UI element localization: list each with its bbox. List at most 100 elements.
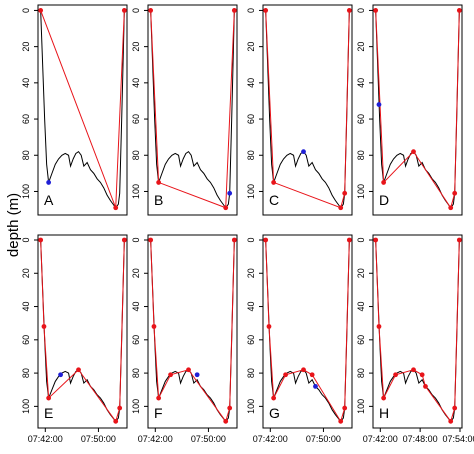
depth-line <box>375 10 460 209</box>
depth-point <box>227 405 233 411</box>
x-tick-label: 07:42:00 <box>138 434 173 444</box>
depth-point <box>423 384 428 389</box>
y-tick-label: 0 <box>21 8 31 13</box>
panel-frame <box>262 234 353 429</box>
depth-point <box>376 102 382 107</box>
y-tick-label: 80 <box>356 368 366 378</box>
depth-point <box>271 180 277 185</box>
depth-point <box>38 8 44 13</box>
y-tick-label: 80 <box>131 150 141 160</box>
panel-frame <box>262 4 353 216</box>
y-tick-label: 0 <box>356 8 366 13</box>
x-tick-label: 07:50:00 <box>81 434 116 444</box>
panel-label: C <box>269 192 279 208</box>
y-tick-label: 100 <box>356 184 366 199</box>
depth-point <box>156 395 162 401</box>
y-tick-label: 100 <box>356 399 366 414</box>
y-tick-label: 20 <box>21 42 31 52</box>
depth-line <box>40 10 125 208</box>
y-tick-label: 100 <box>246 399 256 414</box>
depth-line <box>265 10 350 209</box>
x-tick-label: 07:42:00 <box>253 434 288 444</box>
y-tick-label: 60 <box>356 335 366 345</box>
depth-line <box>265 239 350 423</box>
y-tick-label: 100 <box>21 184 31 199</box>
y-tick-label: 60 <box>246 335 256 345</box>
depth-line <box>150 10 235 209</box>
panel-frame <box>372 234 463 429</box>
y-tick-label: 60 <box>131 335 141 345</box>
panel-label: B <box>154 192 163 208</box>
depth-point <box>263 237 269 243</box>
y-tick-label: 20 <box>21 268 31 278</box>
y-tick-label: 60 <box>21 114 31 124</box>
depth-point <box>346 237 352 243</box>
y-tick-label: 20 <box>356 42 366 52</box>
y-tick-label: 40 <box>246 78 256 88</box>
y-tick-label: 40 <box>21 78 31 88</box>
y-tick-label: 40 <box>356 302 366 312</box>
depth-point <box>46 180 52 185</box>
depth-point <box>113 205 119 211</box>
y-tick-label: 100 <box>131 399 141 414</box>
y-tick-label: 100 <box>131 184 141 199</box>
depth-line <box>40 239 125 423</box>
depth-point <box>448 205 454 211</box>
depth-point <box>231 237 237 243</box>
depth-line <box>265 239 350 423</box>
y-tick-label: 40 <box>21 302 31 312</box>
depth-point <box>381 395 387 401</box>
depth-point <box>452 405 458 411</box>
y-tick-label: 0 <box>356 237 366 242</box>
y-tick-label: 20 <box>246 42 256 52</box>
x-tick-label: 07:50:00 <box>306 434 341 444</box>
depth-point <box>448 418 454 424</box>
depth-point <box>263 8 269 13</box>
depth-point <box>301 149 306 155</box>
y-tick-label: 0 <box>246 237 256 242</box>
depth-line <box>265 10 350 209</box>
y-tick-label: 0 <box>246 8 256 13</box>
panel-label: H <box>379 405 389 421</box>
y-tick-label: 40 <box>356 78 366 88</box>
depth-line <box>375 239 460 423</box>
x-tick-label: 07:42:00 <box>363 434 398 444</box>
depth-point <box>342 190 348 196</box>
depth-point <box>38 237 44 243</box>
depth-point <box>313 384 318 389</box>
depth-point <box>419 372 425 378</box>
y-tick-label: 80 <box>356 150 366 160</box>
y-tick-label: 80 <box>246 150 256 160</box>
y-tick-label: 80 <box>21 368 31 378</box>
y-tick-label: 20 <box>131 268 141 278</box>
depth-line <box>375 239 460 423</box>
depth-point <box>41 324 47 329</box>
depth-point <box>148 8 154 13</box>
depth-point <box>373 237 379 243</box>
y-tick-label: 60 <box>246 114 256 124</box>
depth-point <box>346 8 352 13</box>
y-tick-label: 100 <box>21 399 31 414</box>
depth-point <box>411 149 416 155</box>
y-tick-label: 60 <box>356 114 366 124</box>
y-tick-label: 0 <box>131 8 141 13</box>
y-axis-label: depth (m) <box>5 193 22 257</box>
y-tick-label: 100 <box>246 184 256 199</box>
depth-point <box>194 372 200 378</box>
y-tick-label: 60 <box>21 335 31 345</box>
panel-frame <box>37 234 128 429</box>
panel-frame <box>37 4 128 216</box>
depth-point <box>376 324 382 329</box>
panel-label: D <box>379 192 389 208</box>
depth-point <box>46 395 52 401</box>
x-tick-label: 07:48:00 <box>403 434 438 444</box>
depth-point <box>452 190 458 196</box>
depth-point <box>148 237 154 243</box>
depth-point <box>223 205 229 211</box>
y-tick-label: 60 <box>131 114 141 124</box>
depth-point <box>301 367 306 373</box>
depth-point <box>338 205 344 211</box>
y-tick-label: 40 <box>131 302 141 312</box>
y-tick-label: 20 <box>356 268 366 278</box>
